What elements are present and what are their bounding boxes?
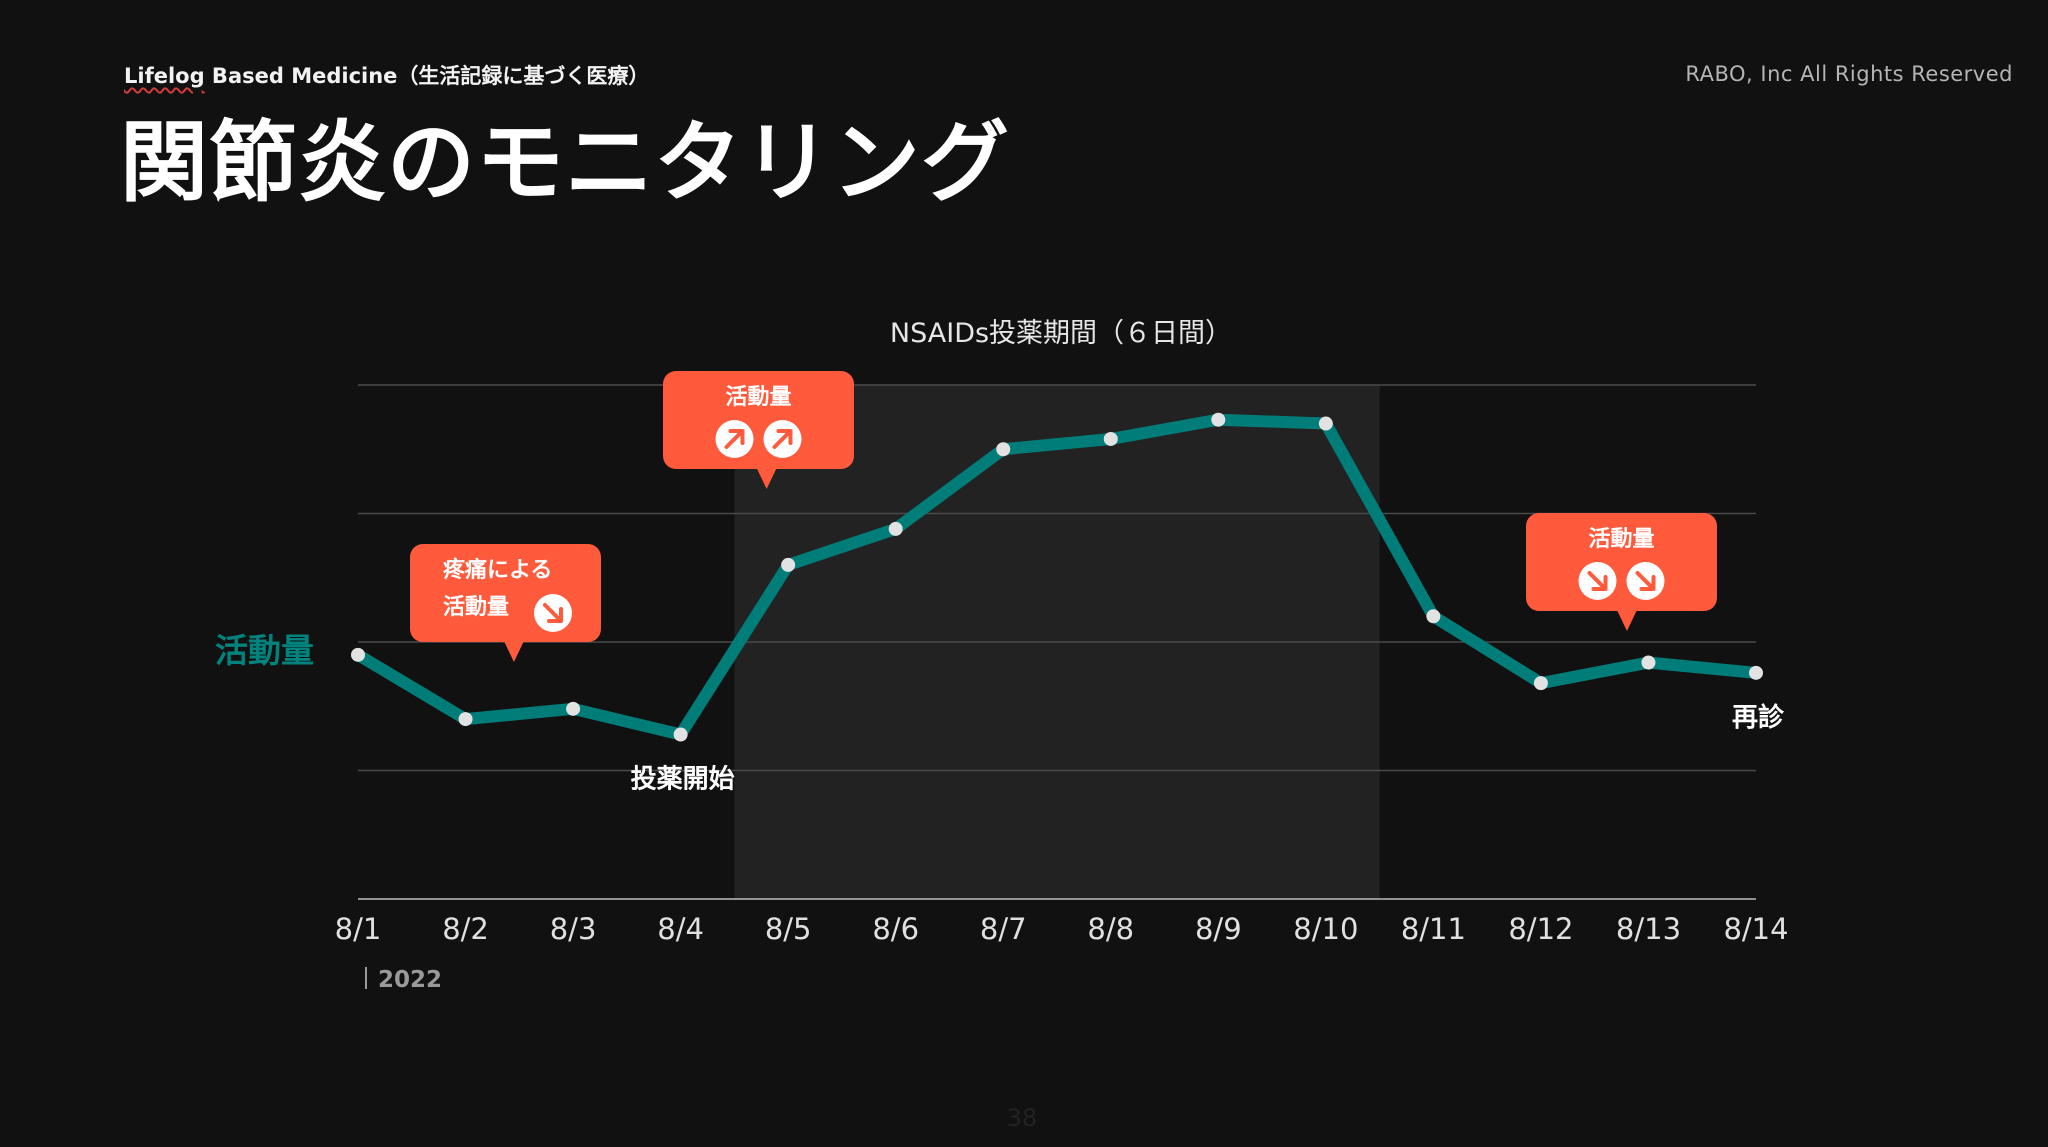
copyright-notice: RABO, Inc All Rights Reserved — [1685, 62, 2013, 86]
x-tick-label: 8/1 — [335, 912, 382, 946]
data-point — [781, 557, 796, 572]
x-tick-label: 8/7 — [980, 912, 1027, 946]
arrow-icon-shaft — [772, 430, 792, 449]
callout-text: 活動量 — [1588, 527, 1654, 552]
data-point — [1533, 676, 1548, 691]
x-tick-label: 8/2 — [442, 912, 489, 946]
slide-subtitle: Lifelog Based Medicine（生活記録に基づく医療） — [124, 60, 649, 90]
x-tick-label: 8/3 — [550, 912, 597, 946]
data-point — [351, 647, 365, 662]
arrow-icon-shaft — [1635, 571, 1655, 590]
data-point — [1426, 609, 1441, 624]
x-tick-label: 8/12 — [1508, 912, 1573, 946]
x-tick-label: 8/14 — [1723, 912, 1788, 946]
callout-box — [1526, 513, 1717, 611]
data-point — [566, 701, 581, 716]
y-axis-label: 活動量 — [215, 631, 314, 670]
x-tick-label: 8/6 — [872, 912, 919, 946]
data-point — [1641, 655, 1656, 670]
data-point — [996, 442, 1011, 457]
x-tick-label: 8/13 — [1616, 912, 1681, 946]
data-point — [458, 712, 473, 727]
data-point — [1211, 412, 1226, 427]
callout: 活動量 — [1526, 513, 1717, 631]
callout-pointer — [503, 641, 524, 662]
data-point — [673, 727, 688, 742]
x-tick-label: 8/9 — [1195, 912, 1242, 946]
medication-period-label: NSAIDs投薬期間（６日間） — [890, 318, 1232, 349]
data-point — [888, 521, 903, 536]
data-point — [1318, 416, 1333, 431]
data-point — [1103, 431, 1118, 446]
x-tick-label: 8/11 — [1401, 912, 1466, 946]
callout-text: 活動量 — [443, 595, 509, 620]
arrow-icon-head — [728, 429, 745, 445]
page-number: 38 — [1006, 1104, 1038, 1132]
point-annotation: 投薬開始 — [631, 765, 735, 795]
x-tick-label: 8/4 — [657, 912, 704, 946]
x-tick-label: 8/5 — [765, 912, 812, 946]
arrow-icon-shaft — [724, 430, 744, 449]
callout-pointer — [1616, 610, 1637, 631]
arrow-down-right-icon — [534, 594, 572, 632]
slide-title: 関節炎のモニタリング — [120, 111, 1011, 214]
subtitle-underlined-word: Lifelog — [124, 64, 205, 88]
year-label: 2022 — [378, 967, 442, 993]
callout-box — [663, 371, 854, 469]
arrow-icon-shaft — [543, 603, 562, 622]
data-point — [1749, 665, 1763, 680]
arrow-up-right-icon — [763, 420, 802, 458]
arrow-icon-head — [1591, 575, 1608, 591]
arrow-down-right-icon — [1578, 562, 1617, 600]
x-tick-label: 8/10 — [1293, 912, 1358, 946]
arrow-up-right-icon — [715, 420, 754, 458]
x-tick-label: 8/8 — [1087, 912, 1134, 946]
arrow-icon-shaft — [1587, 571, 1607, 590]
arrow-icon-head — [547, 607, 563, 623]
subtitle-rest: Based Medicine（生活記録に基づく医療） — [204, 64, 650, 88]
callout-text: 活動量 — [725, 385, 791, 410]
point-annotation: 再診 — [1732, 702, 1785, 733]
callout-text: 疼痛による — [443, 557, 552, 583]
arrow-icon-head — [1639, 575, 1656, 591]
callout-pointer — [756, 468, 777, 489]
arrow-icon-head — [776, 429, 793, 445]
arrow-down-right-icon — [1626, 562, 1665, 600]
callout: 活動量 — [663, 371, 854, 489]
activity-series-line — [352, 413, 1762, 741]
